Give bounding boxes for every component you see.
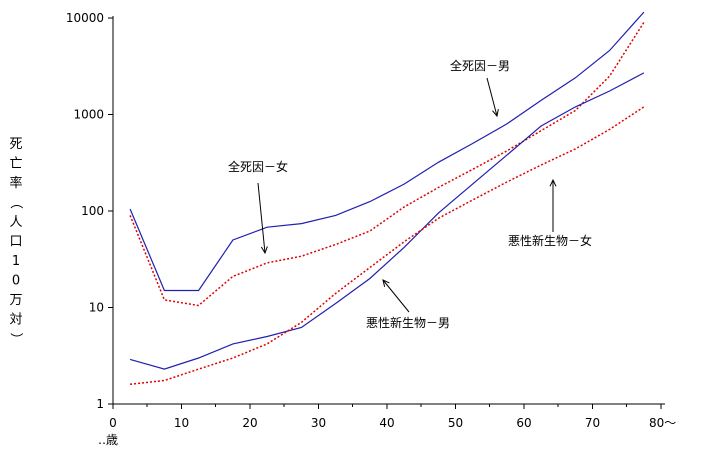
x-tick-label: 70 — [585, 416, 600, 430]
annotation-arrowhead-0 — [492, 109, 499, 118]
series-line-3 — [130, 106, 645, 386]
x-tick-label: 50 — [448, 416, 463, 430]
y-axis-label-char: 口 — [9, 235, 22, 250]
annotation-label-2: 悪性新生物－女 — [508, 233, 592, 248]
x-tick-label: 30 — [311, 416, 326, 430]
y-tick-label: 1000 — [73, 108, 104, 122]
x-tick-label: 60 — [516, 416, 531, 430]
annotation-label-3: 悪性新生物－男 — [366, 315, 450, 330]
annotation-arrow-0 — [486, 77, 498, 117]
annotation-arrow-1 — [257, 182, 266, 254]
annotation-label-1: 全死因－女 — [228, 159, 288, 174]
y-axis-label-char: 対 — [9, 313, 22, 328]
annotation-arrowhead-2 — [549, 178, 557, 187]
y-axis-label-char: 率 — [9, 175, 22, 191]
x-axis-unit-label: ‥歳 — [98, 433, 118, 447]
x-tick-label: 10 — [174, 416, 189, 430]
x-tick-label: 40 — [379, 416, 394, 430]
annotation-arrowhead-1 — [260, 246, 268, 255]
y-tick-label: 10 — [89, 301, 104, 315]
series-line-1 — [129, 21, 645, 307]
annotation-arrowhead-3 — [382, 279, 390, 287]
y-axis-label-char: 人 — [9, 215, 22, 230]
x-tick-label: 0 — [109, 416, 117, 430]
series-layer — [129, 11, 645, 386]
annotation-arrow-3 — [382, 279, 410, 313]
y-tick-label: 100 — [81, 204, 104, 218]
x-tick-label: 20 — [242, 416, 257, 430]
y-axis-label-char: （ — [8, 196, 23, 209]
x-tick-label: 80〜 — [649, 416, 676, 430]
y-tick-label: 10000 — [66, 11, 104, 25]
series-line-0 — [129, 11, 645, 292]
y-axis-label-char: 0 — [12, 274, 20, 289]
y-axis-label-char: 万 — [9, 293, 22, 308]
series-line-2 — [129, 72, 645, 370]
y-axis-label-char: ） — [8, 332, 23, 345]
y-axis-label-char: 死 — [9, 137, 22, 152]
y-tick-label: 1 — [96, 397, 104, 411]
y-axis-label-char: 1 — [12, 254, 20, 269]
y-axis-label-char: 亡 — [9, 157, 22, 172]
annotation-label-0: 全死因－男 — [450, 58, 510, 73]
